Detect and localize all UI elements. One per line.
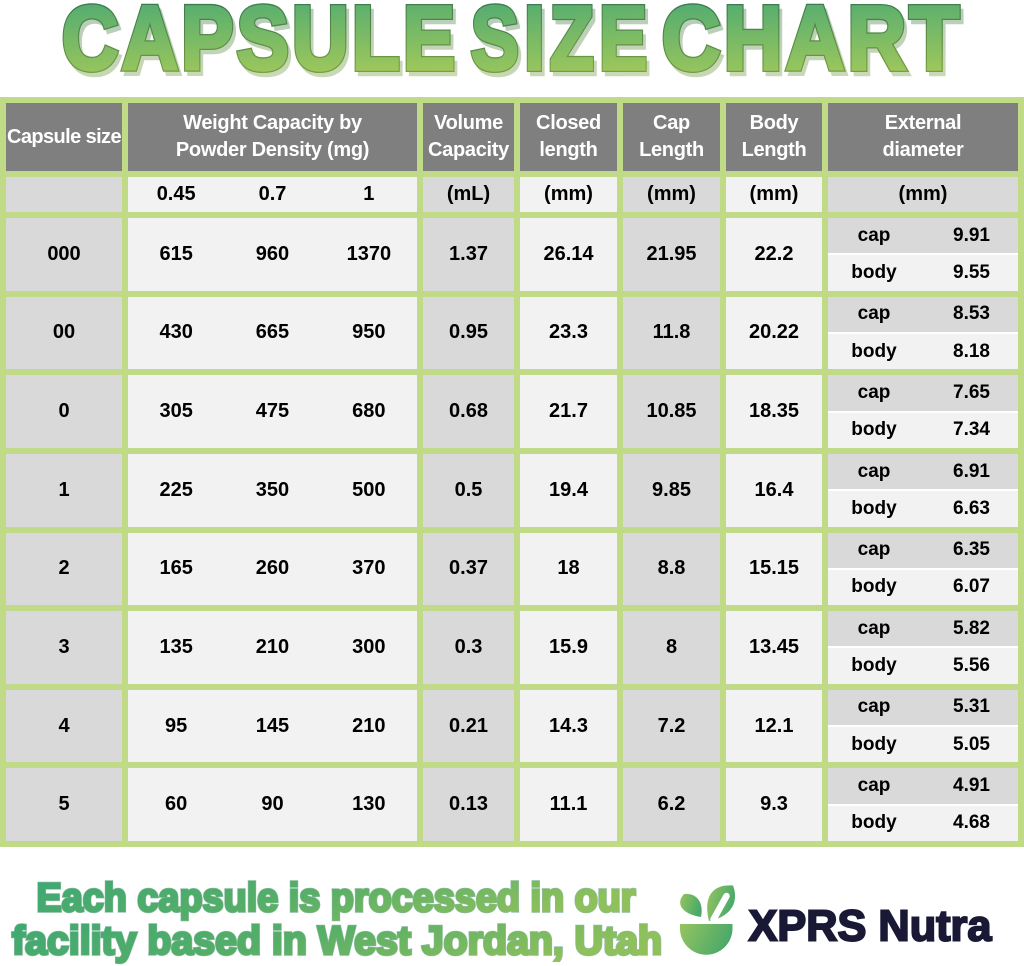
svg-text:facility based in West Jordan,: facility based in West Jordan, Utah [12,919,662,963]
svg-text:Each capsule is processed in o: Each capsule is processed in our [37,876,636,920]
svg-text:SIZE: SIZE [471,0,653,89]
svg-text:CHART: CHART [662,0,963,89]
svg-text:CHART: CHART [662,0,963,89]
svg-text:CAPSULE: CAPSULE [65,0,461,93]
svg-text:SIZE: SIZE [471,0,653,89]
svg-text:CAPSULE: CAPSULE [62,0,458,88]
svg-text:SIZE: SIZE [474,0,656,93]
svg-text:facility based in West Jordan,: facility based in West Jordan, Utah [12,919,662,963]
svg-text:XPRS Nutra: XPRS Nutra [749,902,993,951]
svg-text:CHART: CHART [665,0,966,93]
svg-text:Each capsule is processed in o: Each capsule is processed in our [37,876,636,920]
svg-text:CAPSULE: CAPSULE [62,0,458,88]
